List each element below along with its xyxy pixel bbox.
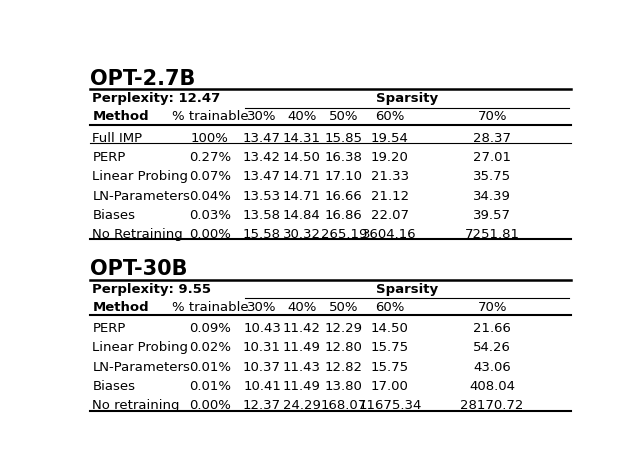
Text: Full IMP: Full IMP [92,132,143,145]
Text: 13.47: 13.47 [243,170,281,183]
Text: OPT-2.7B: OPT-2.7B [90,69,195,89]
Text: 15.75: 15.75 [371,341,409,354]
Text: 0.09%: 0.09% [189,322,231,335]
Text: 11.42: 11.42 [283,322,321,335]
Text: 28.37: 28.37 [473,132,511,145]
Text: OPT-30B: OPT-30B [90,260,188,279]
Text: 11675.34: 11675.34 [358,399,421,412]
Text: 19.54: 19.54 [371,132,409,145]
Text: 14.50: 14.50 [283,151,321,164]
Text: PERP: PERP [92,322,126,335]
Text: 30%: 30% [247,301,276,313]
Text: 12.82: 12.82 [325,361,363,374]
Text: 0.00%: 0.00% [189,399,231,412]
Text: 35.75: 35.75 [473,170,511,183]
Text: 15.58: 15.58 [243,228,281,241]
Text: 24.29: 24.29 [283,399,321,412]
Text: % trainable: % trainable [172,301,248,313]
Text: 21.33: 21.33 [371,170,409,183]
Text: 17.10: 17.10 [325,170,363,183]
Text: 13.47: 13.47 [243,132,281,145]
Text: 0.02%: 0.02% [189,341,231,354]
Text: 265.19: 265.19 [321,228,367,241]
Text: 60%: 60% [375,110,404,123]
Text: 10.41: 10.41 [243,380,281,393]
Text: 100%: 100% [191,132,229,145]
Text: 15.85: 15.85 [325,132,363,145]
Text: 21.66: 21.66 [473,322,511,335]
Text: Linear Probing: Linear Probing [92,341,188,354]
Text: 14.71: 14.71 [283,190,321,202]
Text: Linear Probing: Linear Probing [92,170,188,183]
Text: 70%: 70% [477,110,507,123]
Text: 40%: 40% [287,301,316,313]
Text: 10.43: 10.43 [243,322,281,335]
Text: 14.71: 14.71 [283,170,321,183]
Text: 408.04: 408.04 [469,380,515,393]
Text: 70%: 70% [477,301,507,313]
Text: 13.58: 13.58 [243,209,281,222]
Text: No Retraining: No Retraining [92,228,183,241]
Text: 3604.16: 3604.16 [362,228,417,241]
Text: Biases: Biases [92,380,136,393]
Text: Perplexity: 12.47: Perplexity: 12.47 [92,92,221,105]
Text: 34.39: 34.39 [473,190,511,202]
Text: 16.86: 16.86 [325,209,363,222]
Text: 27.01: 27.01 [473,151,511,164]
Text: 39.57: 39.57 [473,209,511,222]
Text: 12.29: 12.29 [325,322,363,335]
Text: 11.49: 11.49 [283,380,321,393]
Text: 12.80: 12.80 [325,341,363,354]
Text: 11.43: 11.43 [283,361,321,374]
Text: LN-Parameters: LN-Parameters [92,361,190,374]
Text: 54.26: 54.26 [473,341,511,354]
Text: 0.01%: 0.01% [189,380,231,393]
Text: LN-Parameters: LN-Parameters [92,190,190,202]
Text: 60%: 60% [375,301,404,313]
Text: 12.37: 12.37 [243,399,281,412]
Text: 15.75: 15.75 [371,361,409,374]
Text: 22.07: 22.07 [371,209,409,222]
Text: 14.50: 14.50 [371,322,409,335]
Text: 0.27%: 0.27% [189,151,231,164]
Text: 11.49: 11.49 [283,341,321,354]
Text: 13.80: 13.80 [325,380,363,393]
Text: 14.84: 14.84 [283,209,321,222]
Text: 43.06: 43.06 [474,361,511,374]
Text: Biases: Biases [92,209,136,222]
Text: 16.66: 16.66 [325,190,363,202]
Text: 50%: 50% [329,110,358,123]
Text: 0.01%: 0.01% [189,361,231,374]
Text: 13.42: 13.42 [243,151,281,164]
Text: 10.37: 10.37 [243,361,281,374]
Text: 0.03%: 0.03% [189,209,231,222]
Text: Method: Method [92,301,149,313]
Text: 21.12: 21.12 [371,190,409,202]
Text: 17.00: 17.00 [371,380,409,393]
Text: 16.38: 16.38 [325,151,363,164]
Text: 0.04%: 0.04% [189,190,231,202]
Text: 19.20: 19.20 [371,151,409,164]
Text: Sparsity: Sparsity [376,283,438,295]
Text: 13.53: 13.53 [243,190,281,202]
Text: 30.32: 30.32 [283,228,321,241]
Text: 50%: 50% [329,301,358,313]
Text: 168.07: 168.07 [321,399,367,412]
Text: 0.07%: 0.07% [189,170,231,183]
Text: 7251.81: 7251.81 [465,228,520,241]
Text: Sparsity: Sparsity [376,92,438,105]
Text: 10.31: 10.31 [243,341,281,354]
Text: PERP: PERP [92,151,126,164]
Text: Perplexity: 9.55: Perplexity: 9.55 [92,283,211,295]
Text: 0.00%: 0.00% [189,228,231,241]
Text: Method: Method [92,110,149,123]
Text: No retraining: No retraining [92,399,180,412]
Text: 28170.72: 28170.72 [461,399,524,412]
Text: 14.31: 14.31 [283,132,321,145]
Text: 40%: 40% [287,110,316,123]
Text: % trainable: % trainable [172,110,248,123]
Text: 30%: 30% [247,110,276,123]
